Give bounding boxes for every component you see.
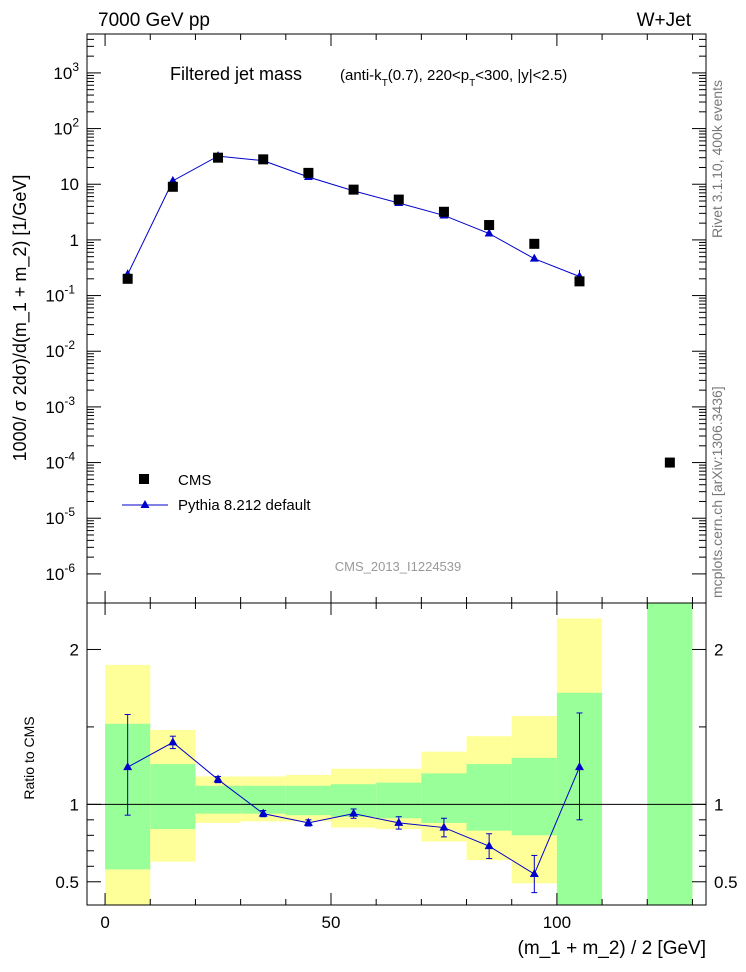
ratio-point [574, 762, 584, 771]
data-point [348, 184, 359, 195]
band-inner [195, 785, 241, 814]
main-ytick-label: 10-1 [45, 283, 75, 306]
data-point [167, 181, 178, 192]
data-point [393, 194, 404, 205]
ratio-point [303, 817, 313, 826]
x-axis-label: (m_1 + m_2) / 2 [GeV] [518, 938, 707, 959]
band-inner [150, 764, 196, 830]
band-inner [647, 603, 693, 905]
main-ytick-label: 103 [53, 60, 79, 83]
main-y-axis: 10-6 10-5 10-4 10-3 10-2 10-1 1 10 102 103 [45, 33, 706, 603]
mc-point [529, 253, 539, 262]
main-y-label: 1000/ σ 2dσ)/d(m_1 + m_2) [1/GeV] [10, 175, 31, 462]
subtitle-part-3: (0.7), 220<p [388, 67, 469, 84]
ratio-y-label: Ratio to CMS [21, 716, 37, 799]
ratio-point [168, 737, 178, 746]
main-ytick-label: 10-6 [45, 561, 75, 584]
ratio-axes: 0.5 0.5 1 1 2 2 0 50 100 [55, 603, 738, 932]
data-point [258, 154, 269, 165]
xtick-label: 0 [100, 913, 109, 932]
band-inner [466, 764, 512, 831]
analysis-watermark: CMS_2013_I1224539 [335, 559, 462, 574]
data-point [122, 273, 133, 284]
xtick-label: 50 [322, 913, 341, 932]
data-point [574, 276, 585, 287]
ratio-ytick-label: 2 [70, 640, 79, 659]
data-point [213, 152, 224, 163]
legend-data-marker [139, 474, 149, 484]
data-point [303, 167, 314, 178]
ratio-ytick-label-right: 0.5 [714, 873, 738, 892]
subtitle-part-4: T [469, 78, 475, 89]
data-point [484, 220, 495, 231]
xtick-label: 100 [543, 913, 571, 932]
ratio-point [258, 808, 268, 817]
data-point [529, 238, 540, 249]
plot-title: Filtered jet mass [170, 64, 302, 84]
main-ytick-label: 10-5 [45, 505, 75, 528]
subtitle-part-2: T [382, 78, 388, 89]
legend-data-label: CMS [178, 472, 211, 489]
mcplots-info: mcplots.cern.ch [arXiv:1306.3436] [709, 386, 725, 598]
band-inner [511, 757, 557, 836]
data-point [664, 457, 675, 468]
rivet-info: Rivet 3.1.10, 400k events [709, 80, 725, 238]
ratio-ytick-label: 0.5 [55, 873, 79, 892]
main-ytick-label: 10-4 [45, 450, 75, 473]
main-panel-frame [86, 33, 707, 604]
ratio-ytick-label-right: 2 [714, 640, 723, 659]
ratio-point [213, 774, 223, 783]
main-ytick-label: 1 [70, 231, 79, 250]
ratio-panel-marks [87, 712, 706, 894]
header-left: 7000 GeV pp [98, 10, 210, 31]
ratio-point [529, 869, 539, 878]
main-panel-marks [122, 151, 675, 468]
plot-subtitle: (anti-kT(0.7), 220<pT<300, |y|<2.5) [340, 67, 567, 89]
ratio-uncertainty-bands [105, 603, 693, 905]
header-right: W+Jet [637, 10, 692, 31]
main-ytick-label: 10 [60, 175, 79, 194]
ratio-point [123, 762, 133, 771]
band-inner [421, 773, 467, 823]
band-inner [285, 785, 331, 816]
ratio-point [394, 817, 404, 826]
ratio-point [484, 841, 494, 850]
mc-line [127, 155, 580, 277]
ratio-panel-frame [86, 602, 707, 906]
ratio-ytick-label: 1 [70, 795, 79, 814]
band-inner [376, 782, 422, 819]
legend-mc-marker [140, 500, 150, 508]
main-ytick-label: 102 [53, 116, 79, 139]
subtitle-part-1: (anti-k [340, 67, 382, 84]
ratio-point [439, 822, 449, 831]
legend-mc-label: Pythia 8.212 default [178, 497, 311, 514]
data-point [438, 206, 449, 217]
mc-point [484, 228, 494, 237]
main-ytick-label: 10-3 [45, 394, 75, 417]
main-ytick-label: 10-2 [45, 338, 75, 361]
subtitle-part-5: <300, |y|<2.5) [475, 67, 567, 84]
ratio-ytick-label-right: 1 [714, 795, 723, 814]
ratio-point [349, 808, 359, 817]
